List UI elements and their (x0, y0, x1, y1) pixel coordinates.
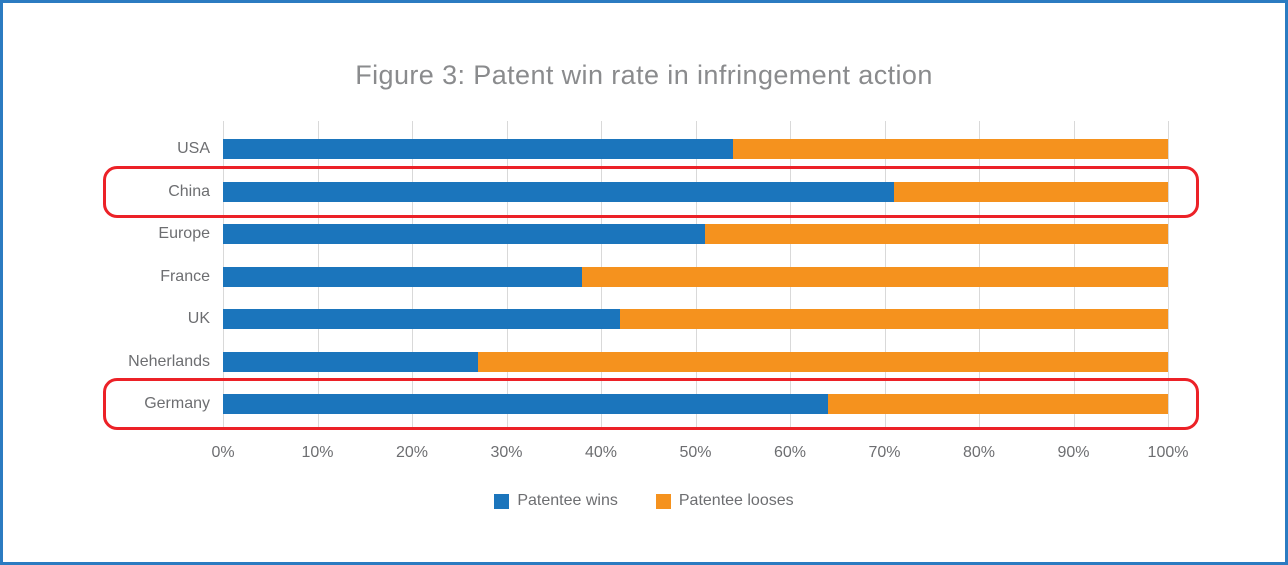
x-tick-label: 80% (962, 444, 996, 461)
bar-row (223, 182, 1168, 202)
category-label: Neherlands (128, 353, 210, 370)
bar-row (223, 139, 1168, 159)
bar-segment-looses (582, 267, 1168, 287)
highlight-box-china (103, 166, 1199, 218)
highlight-box-germany (103, 378, 1199, 430)
bar-segment-looses (478, 352, 1168, 372)
bar-segment-wins (223, 352, 479, 372)
plot-area (223, 121, 1169, 427)
category-label: Europe (158, 225, 210, 242)
x-tick-label: 0% (211, 444, 235, 461)
category-label: USA (177, 140, 210, 157)
bar-row (223, 394, 1168, 414)
category-label: China (168, 183, 210, 200)
x-tick-label: 50% (679, 444, 712, 461)
x-axis: 0% 10% 20% 30% 40% 50% 60% 70% 80% 90% 100% (211, 444, 1188, 466)
x-tick-label: 40% (584, 444, 618, 461)
x-tick-label: 90% (1057, 444, 1090, 461)
legend-label: Patentee wins (517, 492, 618, 509)
legend-swatch (494, 493, 510, 509)
bar-segment-wins (223, 224, 705, 244)
bar-segment-wins (223, 394, 828, 414)
bar-row (223, 309, 1168, 329)
legend: Patentee wins Patentee looses (3, 492, 1285, 510)
gridline (1168, 121, 1169, 427)
bar-row (223, 352, 1168, 372)
bar-segment-looses (704, 224, 1168, 244)
category-label: UK (187, 310, 210, 327)
bar-row (223, 224, 1168, 244)
x-tick-label: 60% (773, 444, 807, 461)
legend-item: Patentee looses (655, 492, 794, 510)
x-tick-label: 100% (1147, 444, 1189, 461)
bar-row (223, 267, 1168, 287)
bar-segment-wins (223, 267, 583, 287)
legend-item: Patentee wins (494, 492, 618, 510)
x-tick-label: 30% (490, 444, 523, 461)
bar-segment-wins (223, 309, 620, 329)
bar-segment-looses (733, 139, 1168, 159)
x-tick-label: 20% (395, 444, 429, 461)
x-tick-label: 70% (868, 444, 901, 461)
x-tick-label: 10% (301, 444, 334, 461)
category-label: Germany (144, 395, 210, 412)
category-label: France (160, 268, 210, 285)
bar-segment-wins (223, 182, 894, 202)
bar-segment-looses (619, 309, 1168, 329)
bar-segment-wins (223, 139, 734, 159)
bar-segment-looses (893, 182, 1168, 202)
legend-label: Patentee looses (678, 492, 794, 509)
bar-segment-looses (827, 394, 1168, 414)
legend-swatch (655, 493, 671, 509)
chart-title: Figure 3: Patent win rate in infringemen… (355, 60, 933, 90)
